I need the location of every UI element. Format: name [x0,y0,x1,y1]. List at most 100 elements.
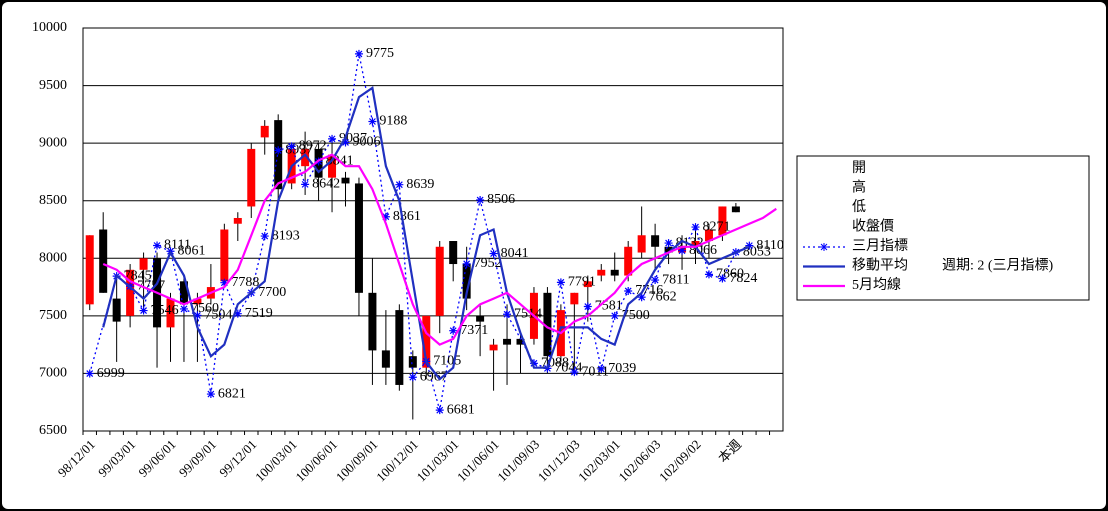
candle-body [99,229,108,293]
data-label: 9188 [379,114,407,129]
star-marker [691,223,700,232]
star-marker [597,364,606,373]
legend-star [820,243,828,251]
candle-body [462,264,471,299]
legend-note: 週期: 2 (三月指標) [942,258,1054,274]
candle-body [354,183,363,293]
star-marker [260,232,269,241]
star-marker [274,146,283,155]
candle-body [435,246,444,316]
data-label: 8642 [312,177,340,192]
candle-body [651,235,660,247]
star-marker [381,212,390,221]
data-label: 9006 [353,135,381,150]
candle-body [85,235,94,305]
data-label: 7662 [649,289,677,304]
y-tick-label: 9000 [39,135,67,150]
candle-body [718,206,727,236]
data-label: 7039 [608,361,636,376]
data-label: 7371 [460,323,488,338]
y-tick-label: 8500 [39,193,67,208]
legend-box [796,155,1090,301]
candle-body [301,148,310,167]
legend-label: 開 [852,161,866,176]
star-marker [664,239,673,248]
data-label: 7105 [433,354,461,369]
star-marker [462,259,471,268]
star-marker [651,276,660,285]
candle-body [704,229,713,242]
candle-body [449,241,458,265]
legend-label: 低 [852,199,866,215]
legend-label: 高 [852,179,866,196]
data-label: 8271 [703,219,731,234]
data-label: 8193 [272,228,300,243]
data-label: 7500 [622,308,650,323]
data-label: 8361 [393,209,421,224]
candle-body [664,246,673,253]
candle-body [139,258,148,270]
candle-body [731,206,740,213]
data-label: 7824 [729,271,757,286]
star-marker [368,117,377,126]
candle-body [220,229,229,282]
star-marker [503,310,512,319]
candle-body [503,338,512,345]
data-label: 7788 [231,275,259,290]
candle-body [610,269,619,276]
star-marker [637,293,646,302]
data-label: 8639 [406,177,434,192]
y-tick-label: 7000 [39,366,67,381]
candle-body [691,241,700,247]
data-label: 8041 [501,246,529,261]
star-marker [153,241,162,250]
star-marker [610,311,619,320]
candle-body [368,292,377,351]
data-label: 7519 [245,306,273,321]
candle-body [624,246,633,276]
candle-body [126,269,135,316]
y-tick-label: 10000 [32,20,67,35]
y-tick-label: 6500 [39,423,67,438]
candle-body [395,310,404,385]
star-marker [206,390,215,399]
data-label: 8061 [178,243,206,258]
candle-body [570,292,579,305]
legend-label: 收盤價 [852,218,894,235]
candle-body [112,298,121,322]
data-label: 7011 [581,364,608,379]
legend-label: 三月指標 [852,238,908,254]
data-label: 8110 [756,238,783,253]
data-label: 7811 [662,272,689,287]
star-marker [489,249,498,258]
star-marker [529,359,538,368]
data-label: 6967 [420,369,448,384]
plot-area [82,27,784,432]
star-marker [704,270,713,279]
star-marker [583,302,592,311]
series-line [102,153,777,346]
data-label: 7044 [554,361,582,376]
star-marker [449,326,458,335]
star-marker [435,406,444,415]
star-marker [745,241,754,250]
candle-body [233,217,242,224]
series-line [89,53,750,411]
data-label: 7700 [258,285,286,300]
star-marker [624,286,633,295]
star-marker [233,309,242,318]
data-label: 7845 [124,268,152,283]
candle-body [328,154,337,178]
candle-body [381,350,390,368]
series-line [102,86,750,381]
data-label: 8972 [299,139,327,154]
legend-label: 移動平均 [852,258,908,274]
candle-body [260,125,269,138]
data-label: 6999 [97,366,125,381]
data-label: 7952 [474,256,502,271]
candle-body [543,292,552,357]
data-label: 8506 [487,192,515,207]
candle-body [516,338,525,345]
star-marker [139,306,148,315]
candle-body [597,269,606,276]
